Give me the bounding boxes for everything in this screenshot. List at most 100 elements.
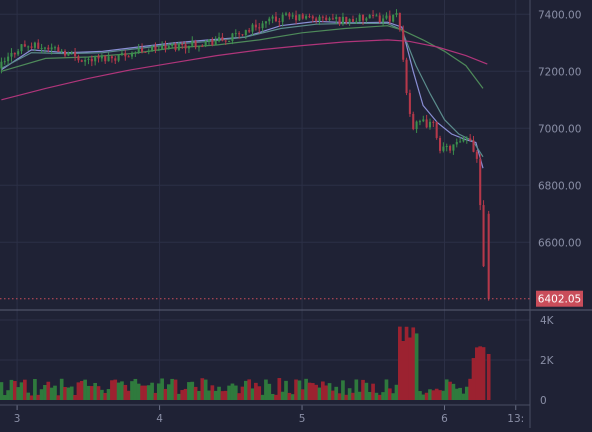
volume-bar xyxy=(39,389,44,400)
candle-body xyxy=(144,51,147,53)
volume-bar xyxy=(26,392,31,400)
candle-body xyxy=(412,113,415,130)
candle-body xyxy=(264,21,267,24)
volume-bar xyxy=(130,381,134,400)
candle-body xyxy=(305,16,308,19)
candle-body xyxy=(181,43,184,45)
volume-bar xyxy=(227,385,231,400)
candle-body xyxy=(361,14,365,21)
volume-bar xyxy=(411,327,416,400)
volume-bar xyxy=(270,393,275,400)
candle-body xyxy=(311,16,314,19)
price-tick-label: 6600.00 xyxy=(538,237,581,249)
candle-body xyxy=(248,30,251,32)
candle-body xyxy=(40,47,43,49)
volume-bar xyxy=(83,379,87,400)
time-tick-label: 5 xyxy=(299,413,306,425)
volume-bar xyxy=(478,346,483,400)
candle-body xyxy=(408,93,411,114)
volume-tick-label: 2K xyxy=(540,355,555,367)
candle-body xyxy=(90,58,93,62)
candle-body xyxy=(194,41,197,48)
volume-bar xyxy=(163,388,168,400)
volume-bar xyxy=(106,389,111,400)
volume-bar xyxy=(280,391,285,400)
candle-body xyxy=(351,18,355,22)
candle-body xyxy=(291,15,294,17)
volume-bar xyxy=(337,393,342,400)
volume-bar xyxy=(254,382,258,400)
volume-bar xyxy=(160,378,164,400)
volume-bar xyxy=(448,381,452,400)
candle-body xyxy=(60,50,63,52)
volume-bar xyxy=(421,394,426,400)
volume-bar xyxy=(100,389,104,400)
candle-body xyxy=(348,18,351,23)
candle-body xyxy=(271,16,274,19)
candle-body xyxy=(449,145,452,151)
candle-body xyxy=(268,18,271,22)
volume-bar xyxy=(66,387,71,400)
candle-body xyxy=(164,45,167,49)
volume-bar xyxy=(374,392,379,400)
moving-average-lines xyxy=(1,20,488,169)
candle-body xyxy=(315,18,318,21)
volume-bar xyxy=(341,380,345,400)
candle-body xyxy=(53,47,57,49)
grid-lines xyxy=(0,0,530,400)
volume-bar xyxy=(387,388,392,400)
volume-bar xyxy=(213,390,218,400)
volume-bar xyxy=(277,378,282,400)
volume-bar xyxy=(391,393,395,400)
moving-average-line xyxy=(1,39,488,101)
candle-body xyxy=(372,15,375,17)
last-price-tag xyxy=(536,290,583,307)
candle-body xyxy=(251,24,254,32)
candle-body xyxy=(177,43,180,50)
volume-bar xyxy=(210,385,215,400)
volume-bar xyxy=(93,382,98,400)
candle-body xyxy=(70,52,73,54)
candle-body xyxy=(94,56,97,62)
candle-body xyxy=(43,47,46,49)
volume-bar xyxy=(451,383,456,400)
volume-bar xyxy=(267,383,272,400)
candle-body xyxy=(211,39,214,46)
volume-bar xyxy=(153,392,158,400)
volume-bar xyxy=(2,395,7,400)
candle-body xyxy=(224,40,227,42)
volume-bar xyxy=(240,386,245,400)
volume-bar xyxy=(486,354,491,400)
last-price-label: 6402.05 xyxy=(538,294,581,306)
candle-body xyxy=(231,33,234,42)
candle-body xyxy=(174,43,177,50)
volume-bar xyxy=(414,333,419,400)
volume-bar xyxy=(314,384,318,400)
volume-bar xyxy=(334,386,339,400)
candle-body xyxy=(137,48,140,53)
candle-body xyxy=(134,52,137,54)
volume-bar xyxy=(33,379,37,400)
candle-body xyxy=(261,23,264,29)
candle-body xyxy=(402,29,405,60)
volume-bar xyxy=(89,386,94,400)
candle-body xyxy=(442,146,445,151)
volume-bar xyxy=(357,391,362,400)
candle-body xyxy=(120,53,123,55)
volume-bar xyxy=(274,394,278,400)
moving-average-line xyxy=(1,22,484,158)
volume-bar xyxy=(183,388,188,400)
candle-body xyxy=(23,44,26,47)
candle-body xyxy=(7,56,10,62)
volume-bar xyxy=(431,390,436,400)
volume-bar xyxy=(6,390,10,400)
candle-body xyxy=(435,121,438,138)
volume-bar xyxy=(233,385,238,400)
volume-bar xyxy=(116,382,121,400)
volume-bar xyxy=(23,379,27,400)
volume-bar xyxy=(458,387,462,400)
candle-body xyxy=(30,46,33,48)
